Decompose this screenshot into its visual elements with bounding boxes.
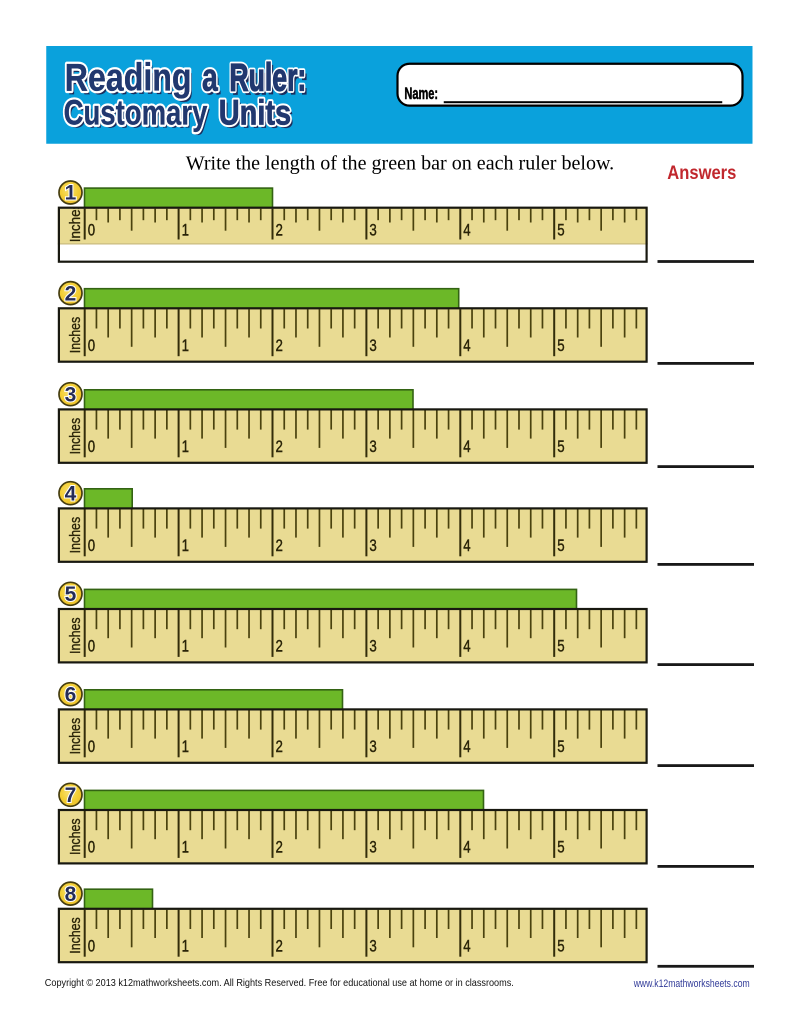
svg-text:Ruler:: Ruler: (232, 60, 309, 103)
svg-text:2: 2 (276, 937, 283, 955)
svg-text:4: 4 (463, 537, 470, 555)
svg-text:0: 0 (88, 337, 95, 355)
svg-text:a: a (202, 57, 218, 100)
svg-text:Reading: Reading (67, 60, 194, 103)
svg-text:5: 5 (557, 537, 564, 555)
svg-text:www.k12mathworksheets.com: www.k12mathworksheets.com (633, 978, 750, 990)
svg-text:2: 2 (276, 438, 283, 456)
svg-text:Ruler:: Ruler: (229, 57, 306, 100)
svg-text:5: 5 (557, 337, 564, 355)
svg-text:Inches: Inches (67, 818, 84, 855)
svg-text:0: 0 (88, 537, 95, 555)
svg-text:1: 1 (182, 839, 189, 857)
svg-text:Inches: Inches (67, 203, 84, 243)
svg-text:4: 4 (65, 482, 77, 505)
svg-text:1: 1 (182, 638, 189, 656)
svg-text:3: 3 (369, 537, 376, 555)
svg-text:3: 3 (369, 839, 376, 857)
svg-text:Answers: Answers (667, 163, 736, 184)
svg-text:Copyright © 2013 k12mathworks: Copyright © 2013 k12mathworksheets.com. … (45, 978, 514, 989)
svg-text:Customary: Customary (64, 92, 208, 132)
svg-text:0: 0 (88, 438, 95, 456)
svg-text:4: 4 (463, 738, 470, 756)
svg-text:3: 3 (369, 438, 376, 456)
svg-text:4: 4 (463, 839, 470, 857)
svg-text:Customary: Customary (64, 92, 208, 132)
svg-text:3: 3 (369, 337, 376, 355)
svg-text:a: a (204, 60, 220, 103)
svg-text:3: 3 (369, 222, 376, 240)
svg-text:1: 1 (182, 337, 189, 355)
svg-text:2: 2 (276, 638, 283, 656)
svg-text:0: 0 (88, 222, 95, 240)
svg-text:5: 5 (557, 222, 564, 240)
svg-text:2: 2 (276, 222, 283, 240)
svg-text:2: 2 (276, 738, 283, 756)
svg-text:0: 0 (88, 738, 95, 756)
svg-text:0: 0 (88, 638, 95, 656)
svg-text:Write the length of the green: Write the length of the green bar on eac… (186, 152, 615, 174)
svg-text:0: 0 (88, 937, 95, 955)
svg-text:4: 4 (463, 337, 470, 355)
svg-text:1: 1 (182, 937, 189, 955)
svg-text:Reading: Reading (65, 57, 192, 100)
svg-text:Ruler:: Ruler: (229, 57, 306, 100)
svg-text:8: 8 (65, 883, 77, 906)
svg-text:4: 4 (463, 638, 470, 656)
svg-text:1: 1 (182, 222, 189, 240)
svg-text:Reading: Reading (65, 57, 192, 100)
svg-text:2: 2 (65, 282, 77, 305)
svg-text:Units: Units (219, 92, 291, 132)
svg-text:1: 1 (65, 182, 77, 205)
svg-text:1: 1 (182, 537, 189, 555)
svg-text:1: 1 (182, 738, 189, 756)
svg-text:2: 2 (276, 537, 283, 555)
svg-text:5: 5 (557, 738, 564, 756)
svg-text:5: 5 (557, 839, 564, 857)
svg-text:1: 1 (182, 438, 189, 456)
svg-text:5: 5 (65, 583, 77, 606)
svg-text:3: 3 (369, 738, 376, 756)
svg-text:6: 6 (65, 683, 77, 706)
svg-text:Inches: Inches (67, 718, 84, 755)
svg-text:Inches: Inches (67, 418, 84, 455)
svg-text:4: 4 (463, 438, 470, 456)
svg-text:3: 3 (65, 383, 77, 406)
svg-text:4: 4 (463, 222, 470, 240)
svg-text:Inches: Inches (67, 617, 84, 654)
svg-text:3: 3 (369, 638, 376, 656)
svg-text:3: 3 (369, 937, 376, 955)
svg-text:2: 2 (276, 337, 283, 355)
svg-text:5: 5 (557, 937, 564, 955)
svg-text:Name:: Name: (404, 84, 438, 103)
svg-text:a: a (202, 57, 218, 100)
svg-text:4: 4 (463, 937, 470, 955)
svg-text:Inches: Inches (67, 317, 84, 354)
svg-text:0: 0 (88, 839, 95, 857)
svg-text:5: 5 (557, 638, 564, 656)
svg-text:Units: Units (219, 92, 291, 132)
svg-text:Customary: Customary (66, 95, 210, 135)
svg-text:2: 2 (276, 839, 283, 857)
svg-text:7: 7 (65, 784, 77, 807)
svg-text:Units: Units (221, 95, 293, 135)
svg-text:Inches: Inches (67, 517, 84, 554)
svg-text:5: 5 (557, 438, 564, 456)
svg-text:Inches: Inches (67, 917, 84, 954)
